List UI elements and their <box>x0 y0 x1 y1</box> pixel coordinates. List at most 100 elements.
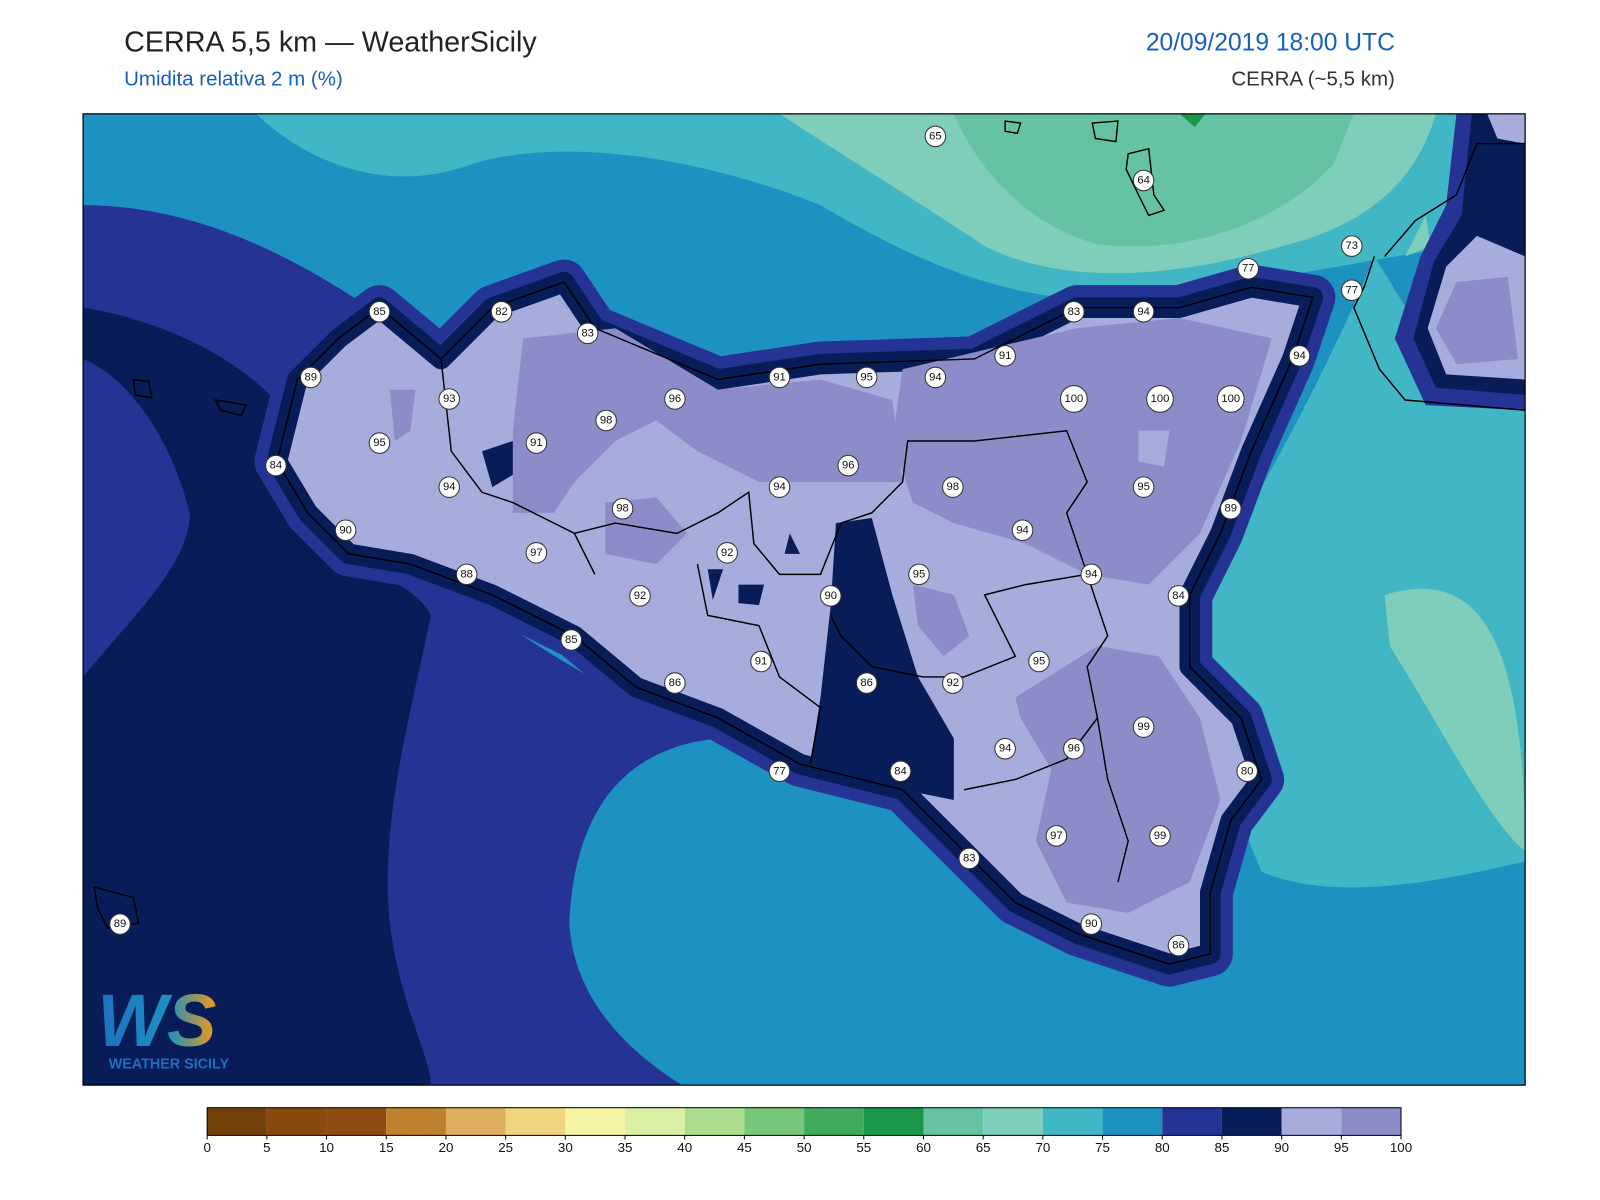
station: 94 <box>924 366 947 389</box>
station-marker <box>368 432 391 454</box>
station: 98 <box>942 476 964 498</box>
station-value: 94 <box>773 481 786 493</box>
station: 98 <box>595 409 617 432</box>
field-90-95 <box>1138 430 1170 467</box>
station-marker <box>942 476 964 498</box>
station-marker <box>629 585 651 607</box>
station: 98 <box>611 497 634 520</box>
station: 77 <box>768 760 791 783</box>
station: 90 <box>334 519 357 542</box>
station-value: 94 <box>1137 306 1150 318</box>
station-marker <box>1132 716 1155 738</box>
station: 97 <box>1045 825 1068 847</box>
station-value: 96 <box>1068 743 1081 755</box>
station-value: 95 <box>1137 481 1150 493</box>
colorbar-swatch <box>386 1107 446 1136</box>
station: 96 <box>664 388 686 410</box>
station-value: 92 <box>947 677 960 689</box>
station-value: 86 <box>669 677 682 689</box>
station-marker <box>664 388 686 410</box>
station-marker <box>611 497 634 520</box>
colorbar-swatch <box>1341 1107 1402 1136</box>
station-marker <box>750 650 772 673</box>
station-marker <box>1149 825 1171 847</box>
station-marker <box>1288 345 1311 367</box>
colorbar-tick-label: 30 <box>558 1140 573 1155</box>
station-value: 92 <box>634 590 647 602</box>
station: 94 <box>1288 345 1311 367</box>
station-marker <box>924 125 947 148</box>
colorbar-swatch <box>744 1107 805 1136</box>
station-marker <box>1167 585 1190 607</box>
station: 99 <box>1132 716 1155 738</box>
station-value: 94 <box>999 743 1012 755</box>
station-marker <box>1063 301 1085 323</box>
colorbar-tick-label: 95 <box>1334 1140 1349 1155</box>
station: 83 <box>576 322 599 345</box>
station-marker <box>265 454 287 477</box>
colorbar-tick-label: 45 <box>737 1140 752 1155</box>
station-value: 97 <box>530 547 543 559</box>
station-value: 83 <box>963 852 976 864</box>
province-borders <box>440 358 1129 883</box>
station: 89 <box>299 366 322 389</box>
station-value: 99 <box>1137 721 1150 733</box>
station-marker <box>855 672 878 694</box>
station-value: 80 <box>1241 765 1254 777</box>
station-marker <box>855 366 878 389</box>
station-marker <box>438 476 460 498</box>
station-value: 94 <box>1293 350 1306 362</box>
station: 95 <box>1028 650 1050 673</box>
station-value: 64 <box>1137 175 1150 187</box>
station-value: 84 <box>894 765 907 777</box>
station-value: 94 <box>443 481 456 493</box>
station: 92 <box>629 585 651 607</box>
station-marker <box>1060 385 1088 413</box>
station-value: 84 <box>1172 590 1185 602</box>
station-value: 95 <box>860 371 873 383</box>
station-marker <box>942 672 964 694</box>
colorbar-tick-label: 100 <box>1390 1140 1412 1155</box>
station: 85 <box>560 629 583 651</box>
station: 94 <box>1080 563 1103 586</box>
station-marker <box>109 913 131 935</box>
station: 94 <box>768 476 791 498</box>
station-marker <box>490 301 513 323</box>
station-marker <box>525 542 548 564</box>
station-marker <box>820 585 842 607</box>
station: 94 <box>1011 519 1034 542</box>
station: 86 <box>664 672 686 694</box>
station-value: 98 <box>616 503 629 515</box>
field-85-90 <box>810 517 954 800</box>
map-area: 65 64 73 77 77 85 82 83 83 94 94 91 91 95 94 89 93 96 98 10… <box>83 113 1526 1086</box>
station: 100 <box>1216 385 1245 413</box>
field-55-60 <box>1179 113 1206 128</box>
station: 99 <box>1149 825 1171 847</box>
colorbar-tick-label: 55 <box>856 1140 871 1155</box>
colorbar-swatch <box>505 1107 566 1136</box>
station-value: 100 <box>1151 393 1170 405</box>
station-marker <box>1216 385 1245 413</box>
colorbar-tick-label: 75 <box>1095 1140 1110 1155</box>
field-85-90 <box>83 307 431 1086</box>
station: 92 <box>942 672 964 694</box>
station-value: 91 <box>755 656 768 668</box>
station-marker <box>1146 385 1174 413</box>
station: 95 <box>908 563 930 586</box>
station: 91 <box>750 650 772 673</box>
station: 91 <box>994 345 1016 367</box>
colorbar-tick-label: 85 <box>1215 1140 1230 1155</box>
station-value: 92 <box>721 547 734 559</box>
colorbar-tick-label: 35 <box>618 1140 633 1155</box>
station: 96 <box>1063 737 1085 760</box>
station-value: 91 <box>530 437 543 449</box>
station: 90 <box>1080 913 1103 935</box>
sicily-coast <box>276 281 1314 965</box>
station-marker <box>299 366 322 389</box>
station-value: 93 <box>443 393 456 405</box>
station-value: 82 <box>495 306 508 318</box>
islands <box>93 120 1166 930</box>
station-value: 95 <box>1033 656 1046 668</box>
